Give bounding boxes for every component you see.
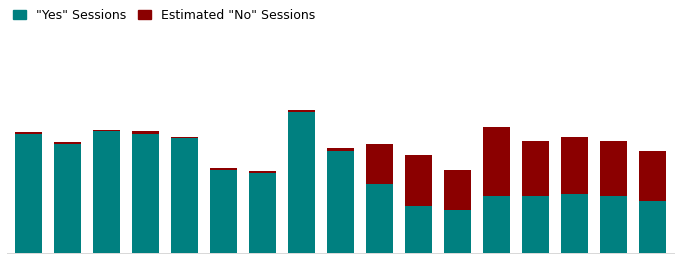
Bar xyxy=(327,148,354,151)
Bar xyxy=(210,168,237,170)
Bar xyxy=(600,196,627,253)
Bar xyxy=(249,173,276,253)
Bar xyxy=(131,134,159,253)
Bar xyxy=(561,194,588,253)
Bar xyxy=(405,206,432,253)
Bar xyxy=(366,184,393,253)
Bar xyxy=(522,196,550,253)
Bar xyxy=(327,151,354,253)
Bar xyxy=(600,141,627,196)
Bar xyxy=(444,210,471,253)
Bar xyxy=(93,131,120,253)
Bar xyxy=(288,109,315,112)
Bar xyxy=(522,141,550,196)
Bar xyxy=(54,142,81,144)
Bar xyxy=(366,144,393,184)
Bar xyxy=(131,131,159,134)
Bar xyxy=(561,137,588,194)
Bar xyxy=(54,144,81,253)
Bar xyxy=(249,171,276,173)
Bar xyxy=(639,151,667,201)
Bar xyxy=(639,201,667,253)
Bar xyxy=(483,196,510,253)
Bar xyxy=(405,155,432,206)
Bar xyxy=(171,137,198,138)
Bar xyxy=(210,170,237,253)
Legend: "Yes" Sessions, Estimated "No" Sessions: "Yes" Sessions, Estimated "No" Sessions xyxy=(13,9,315,22)
Bar xyxy=(14,134,42,253)
Bar xyxy=(483,127,510,196)
Bar xyxy=(93,130,120,131)
Bar xyxy=(171,138,198,253)
Bar xyxy=(14,132,42,134)
Bar xyxy=(444,170,471,210)
Bar xyxy=(288,112,315,253)
